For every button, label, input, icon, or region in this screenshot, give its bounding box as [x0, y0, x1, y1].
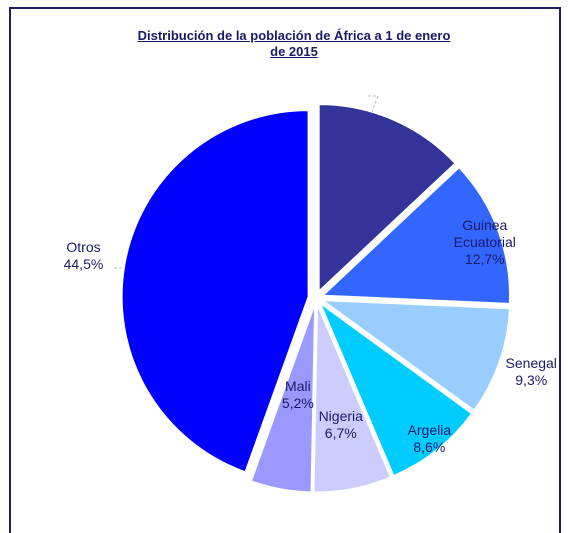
- pie-slice: [321, 300, 510, 411]
- slice-value: 12,7%: [464, 251, 505, 268]
- frame: [9, 7, 561, 533]
- slice-label: Guinea Ecuatorial 12,7%: [445, 217, 525, 268]
- pie-slice: [319, 302, 473, 477]
- pie-slice: [318, 104, 456, 292]
- slice-value: 9,3%: [515, 372, 548, 389]
- chart-title: Distribución de la población de África a…: [137, 28, 451, 59]
- slice-category: Guinea Ecuatorial: [453, 217, 516, 251]
- slice-category: Nigeria: [318, 407, 363, 424]
- pie-slice: [322, 167, 510, 304]
- slice-category: Mali: [285, 378, 311, 395]
- slice-category: Otros: [66, 239, 101, 256]
- slice-value: 5,2%: [281, 395, 314, 412]
- slice-category: Senegal: [505, 355, 557, 372]
- pie-slice: [121, 110, 309, 473]
- slice-label: Mali 5,2%: [243, 378, 353, 412]
- leader-line: [368, 95, 379, 113]
- slice-category: Argelia: [407, 422, 452, 439]
- slice-label: Nigeria 6,7%: [286, 408, 396, 442]
- pie-slice: [250, 305, 316, 493]
- slice-value: 44,5%: [63, 256, 104, 273]
- slice-value: 6,7%: [324, 424, 357, 441]
- slice-label: Otros 44,5%: [29, 239, 139, 273]
- slice-label: Senegal 9,3%: [476, 355, 568, 389]
- slice-value: 8,6%: [413, 439, 446, 456]
- pie-slice: [313, 305, 391, 493]
- slice-label: Argelia 8,6%: [374, 422, 484, 456]
